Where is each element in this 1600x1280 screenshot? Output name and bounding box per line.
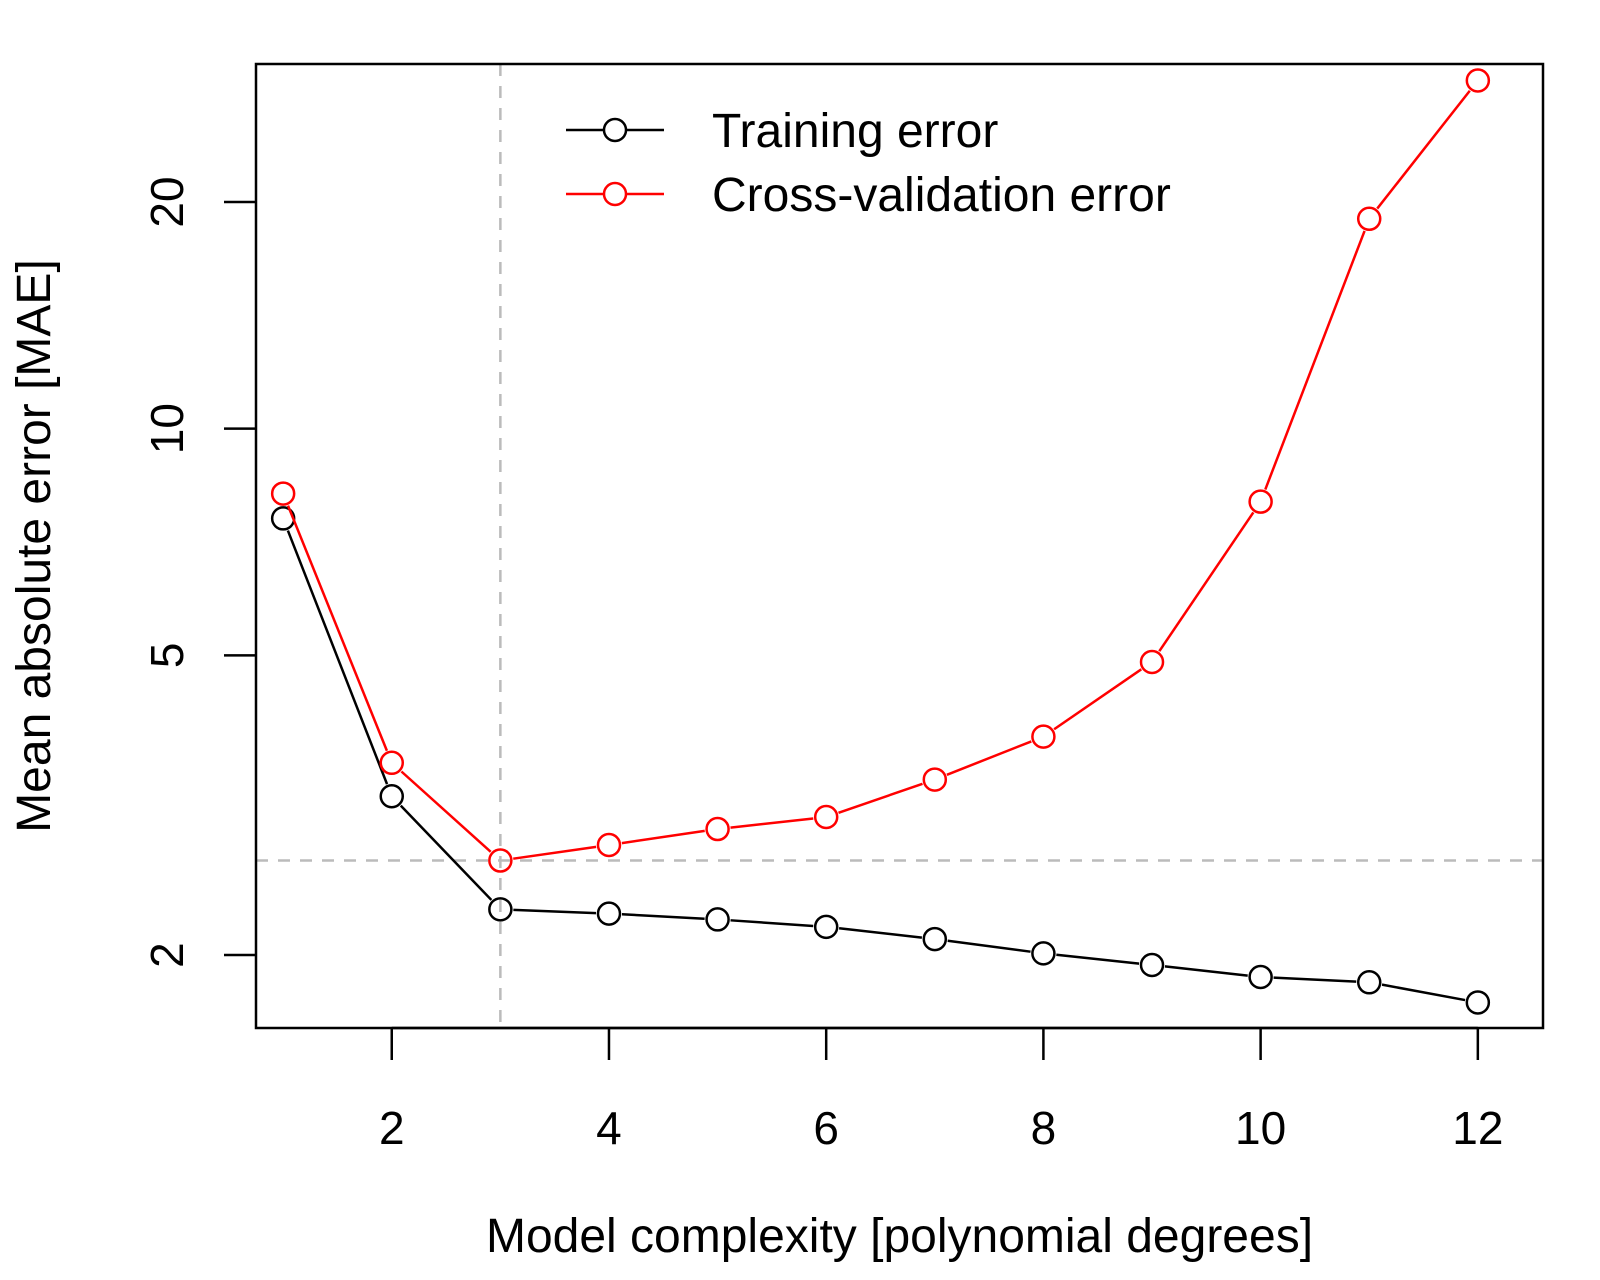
- y-axis: 2 5 10 20: [141, 176, 256, 968]
- series-line-segment: [286, 505, 389, 752]
- data-point: [379, 750, 405, 776]
- series-line-segment: [1158, 511, 1255, 652]
- data-point: [1356, 970, 1382, 995]
- data-point: [488, 848, 513, 873]
- data-point: [1139, 952, 1165, 978]
- data-point: [1248, 964, 1273, 990]
- x-tick-label: 6: [813, 1102, 839, 1154]
- series-line-segment: [1056, 953, 1140, 965]
- data-point: [922, 767, 948, 792]
- series-line-segment: [1381, 983, 1466, 1002]
- data-point: [270, 481, 296, 506]
- legend-marker: [602, 181, 628, 207]
- data-point: [596, 832, 622, 858]
- series-line-segment: [730, 919, 814, 928]
- series-line-segment: [1273, 976, 1357, 983]
- series-line-segment: [513, 845, 597, 860]
- data-point: [596, 901, 622, 926]
- x-tick-label: 2: [379, 1102, 405, 1154]
- legend: Training error Cross-validation error: [566, 105, 1171, 222]
- series-line-segment: [946, 740, 1032, 776]
- series-line-segment: [838, 782, 923, 814]
- series-line-segment: [838, 927, 923, 939]
- y-tick-label: 2: [141, 942, 193, 968]
- data-point: [1031, 724, 1056, 749]
- x-axis-label: Model complexity [polynomial degrees]: [486, 1210, 1313, 1263]
- x-tick-label: 8: [1031, 1102, 1057, 1154]
- data-point: [1248, 489, 1273, 514]
- series-line-segment: [286, 530, 389, 785]
- data-point: [1139, 649, 1165, 675]
- series-line-segment: [1264, 230, 1366, 490]
- series-line-segment: [1164, 965, 1248, 977]
- data-point: [1465, 68, 1491, 93]
- series-line-segment: [621, 913, 705, 920]
- x-tick-label: 10: [1235, 1102, 1286, 1154]
- data-point: [813, 914, 839, 940]
- series-layer: [270, 68, 1491, 1015]
- series-line-segment: [947, 939, 1031, 953]
- series-line-segment: [513, 908, 597, 915]
- y-tick-label: 5: [141, 643, 193, 669]
- series-line-segment: [400, 770, 492, 853]
- legend-item: Training error: [566, 105, 998, 158]
- x-axis: 2 4 6 8 10 12: [379, 1026, 1503, 1154]
- y-tick-label: 20: [141, 176, 193, 227]
- legend-marker: [602, 117, 628, 143]
- series-line-segment: [1376, 89, 1471, 210]
- x-tick-label: 12: [1452, 1102, 1503, 1154]
- reference-lines: [256, 64, 1543, 1028]
- legend-label: Cross-validation error: [712, 169, 1171, 222]
- x-tick-label: 4: [596, 1102, 622, 1154]
- series-line-segment: [621, 829, 705, 845]
- legend-item: Cross-validation error: [566, 169, 1171, 222]
- data-point: [705, 816, 730, 842]
- series-line-segment: [1053, 668, 1143, 731]
- data-point: [379, 783, 405, 809]
- data-point: [488, 897, 513, 922]
- series-line-segment: [399, 804, 493, 901]
- data-point: [922, 926, 948, 952]
- data-point: [1356, 206, 1382, 232]
- series-line-segment: [730, 817, 814, 829]
- y-axis-label: Mean absolute error [MAE]: [8, 259, 61, 833]
- series-cross-validation-error: [270, 68, 1491, 873]
- y-tick-label: 10: [141, 403, 193, 454]
- data-point: [1031, 941, 1056, 966]
- legend-label: Training error: [712, 105, 998, 158]
- series-training-error: [270, 506, 1491, 1015]
- data-point: [813, 804, 839, 830]
- data-point: [705, 907, 730, 932]
- data-point: [1465, 990, 1491, 1015]
